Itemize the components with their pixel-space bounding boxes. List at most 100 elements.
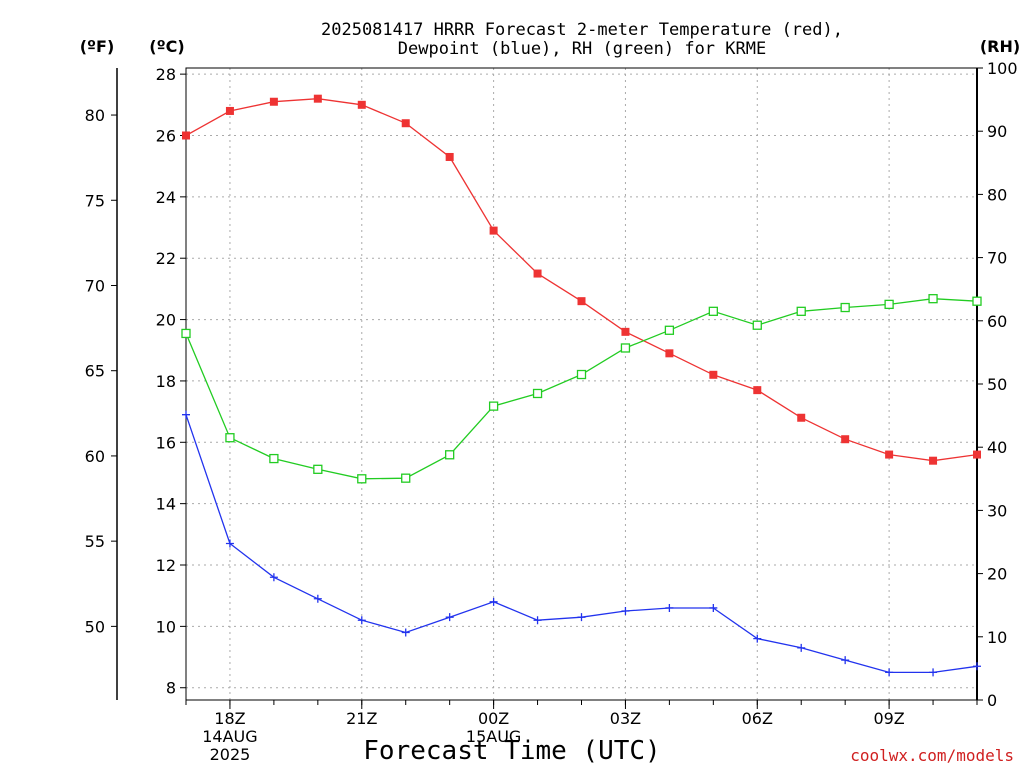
dewpoint-point bbox=[577, 613, 586, 622]
dewpoint-point bbox=[445, 613, 454, 622]
rh-tick-label: 60 bbox=[987, 312, 1007, 331]
celsius-tick-label: 12 bbox=[156, 556, 176, 575]
x-tick-date: 14AUG bbox=[202, 727, 257, 746]
dewpoint-point bbox=[709, 603, 718, 612]
labels: 2025081417 HRRR Forecast 2-meter Tempera… bbox=[80, 20, 1020, 766]
x-tick-label: 21Z bbox=[346, 709, 377, 728]
chart-title-line-2: Dewpoint (blue), RH (green) for KRME bbox=[398, 39, 766, 59]
dewpoint-line bbox=[185, 414, 978, 674]
2-meter-temperature-point bbox=[929, 456, 938, 465]
rh-tick-label: 90 bbox=[987, 122, 1007, 141]
rh-point bbox=[664, 325, 675, 335]
rh-point bbox=[576, 369, 587, 380]
2-meter-temperature-point bbox=[577, 297, 586, 306]
fahrenheit-tick-label: 65 bbox=[85, 362, 105, 381]
2-meter-temperature-point bbox=[269, 97, 278, 106]
2-meter-temperature-point bbox=[533, 269, 542, 278]
dewpoint-point bbox=[533, 616, 542, 625]
dewpoint-point bbox=[225, 539, 234, 548]
dewpoint-point bbox=[665, 603, 674, 612]
celsius-tick-label: 10 bbox=[156, 617, 176, 636]
rh-point bbox=[225, 433, 235, 443]
dewpoint-point bbox=[269, 573, 278, 582]
grid-lines bbox=[186, 68, 977, 700]
rh-point bbox=[884, 299, 894, 310]
celsius-axis-unit: (ºC) bbox=[149, 37, 184, 56]
x-tick-label: 18Z bbox=[214, 709, 245, 728]
x-tick-year: 2025 bbox=[210, 745, 251, 764]
x-tick-date: 15AUG bbox=[466, 727, 521, 746]
fahrenheit-tick-label: 60 bbox=[85, 447, 105, 466]
celsius-tick-label: 16 bbox=[156, 433, 176, 452]
fahrenheit-tick-label: 75 bbox=[85, 191, 105, 210]
dewpoint-point bbox=[357, 616, 366, 625]
celsius-tick-label: 24 bbox=[156, 188, 176, 207]
rh-line bbox=[185, 298, 978, 480]
rh-tick-label: 100 bbox=[987, 59, 1018, 78]
rh-point bbox=[752, 320, 762, 330]
celsius-tick-label: 22 bbox=[156, 249, 176, 268]
dewpoint-point bbox=[182, 410, 190, 419]
x-tick-label: 06Z bbox=[742, 709, 773, 728]
rh-point bbox=[928, 294, 938, 304]
fahrenheit-tick-label: 70 bbox=[85, 276, 105, 295]
dewpoint-point bbox=[973, 662, 981, 671]
2-meter-temperature-point bbox=[753, 386, 762, 395]
rh-point bbox=[840, 302, 850, 313]
rh-point bbox=[796, 306, 806, 316]
dewpoint-point bbox=[841, 656, 850, 665]
dewpoint-point bbox=[753, 634, 762, 643]
axes: 8 10 12 14 16 18 20 22 24 26 28 50 55 60 65 70 75 80 0 10 20… bbox=[85, 59, 1018, 764]
rh-point bbox=[269, 453, 279, 464]
rh-point bbox=[972, 296, 982, 306]
2-meter-temperature-point bbox=[225, 106, 234, 115]
x-tick-label: 09Z bbox=[873, 709, 904, 728]
dewpoint-point bbox=[929, 668, 938, 677]
2-meter-temperature-point bbox=[489, 226, 498, 235]
2-meter-temperature-point bbox=[665, 349, 674, 358]
rh-axis-unit: (RH) bbox=[980, 37, 1020, 56]
rh-point bbox=[488, 401, 499, 411]
rh-tick-label: 40 bbox=[987, 438, 1007, 457]
rh-point bbox=[181, 328, 191, 339]
2-meter-temperature-point bbox=[885, 450, 894, 459]
2-meter-temperature-point bbox=[973, 450, 981, 459]
dewpoint-point bbox=[797, 643, 806, 652]
2-meter-temperature-point bbox=[445, 152, 454, 161]
credit-text: coolwx.com/models bbox=[850, 746, 1014, 765]
rh-tick-label: 10 bbox=[987, 628, 1007, 647]
rh-tick-label: 0 bbox=[987, 691, 997, 710]
2-meter-temperature-point bbox=[313, 94, 322, 103]
rh-tick-label: 70 bbox=[987, 249, 1007, 268]
fahrenheit-tick-label: 55 bbox=[85, 532, 105, 551]
celsius-tick-label: 20 bbox=[156, 311, 176, 330]
rh-tick-label: 20 bbox=[987, 565, 1007, 584]
plot-frame bbox=[185, 67, 978, 701]
rh-point bbox=[357, 474, 367, 484]
fahrenheit-axis-unit: (ºF) bbox=[80, 37, 115, 56]
dewpoint-point bbox=[489, 597, 498, 606]
celsius-tick-label: 8 bbox=[166, 679, 176, 698]
celsius-tick-label: 14 bbox=[156, 495, 176, 514]
2-meter-temperature-point bbox=[841, 435, 850, 444]
celsius-tick-label: 28 bbox=[156, 65, 176, 84]
2-meter-temperature-line bbox=[185, 98, 978, 462]
series-layer bbox=[181, 94, 982, 677]
rh-point bbox=[313, 464, 323, 474]
chart-title-line-1: 2025081417 HRRR Forecast 2-meter Tempera… bbox=[321, 20, 843, 40]
2-meter-temperature-point bbox=[797, 413, 806, 422]
rh-point bbox=[708, 306, 718, 316]
dewpoint-point bbox=[621, 607, 630, 616]
2-meter-temperature-point bbox=[357, 100, 366, 109]
rh-point bbox=[532, 388, 543, 399]
dewpoint-point bbox=[313, 594, 322, 603]
x-tick-label: 00Z bbox=[478, 709, 509, 728]
fahrenheit-tick-label: 50 bbox=[85, 617, 105, 636]
celsius-tick-label: 26 bbox=[156, 126, 176, 145]
x-tick-label: 03Z bbox=[610, 709, 641, 728]
rh-point bbox=[401, 473, 411, 483]
rh-tick-label: 30 bbox=[987, 501, 1007, 520]
rh-tick-label: 80 bbox=[987, 185, 1007, 204]
fahrenheit-tick-label: 80 bbox=[85, 106, 105, 125]
